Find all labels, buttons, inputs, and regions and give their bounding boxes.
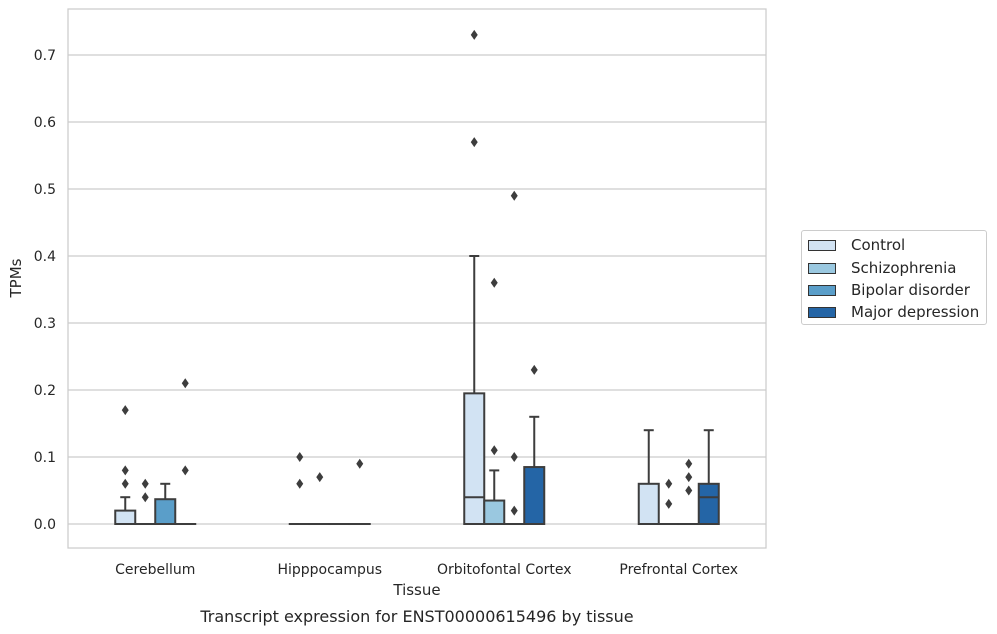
box [483, 499, 506, 525]
box-hipppocampus-major-depression [348, 458, 371, 526]
box-hipppocampus-control [288, 452, 311, 526]
legend-swatch-control [808, 239, 836, 251]
outlier-point [685, 472, 693, 483]
y-tick-label: 0.7 [34, 48, 56, 64]
box [637, 482, 660, 525]
x-tick-label: Cerebellum [115, 562, 195, 578]
outlier-point [470, 29, 478, 40]
x-tick-label: Hipppocampus [277, 562, 382, 578]
y-tick-label: 0.2 [34, 383, 56, 399]
outlier-point [665, 478, 673, 489]
plot-area [67, 8, 767, 549]
outlier-point [141, 478, 149, 489]
legend-label-control: Control [851, 236, 906, 254]
y-tick-label: 0.6 [34, 115, 56, 131]
legend-swatch-major-depression [808, 306, 836, 318]
outlier-point [685, 458, 693, 469]
x-axis-label: Tissue [392, 581, 440, 599]
box-cerebellum-bipolar-disorder [154, 482, 177, 525]
outlier-point [490, 445, 498, 456]
outlier-point [121, 478, 129, 489]
y-tick-label: 0.5 [34, 182, 56, 198]
outlier-point [141, 492, 149, 503]
outlier-point [510, 452, 518, 462]
chart-title: Transcript expression for ENST0000061549… [199, 607, 633, 626]
outlier-point [685, 485, 693, 496]
box-prefrontal-cortex-major-depression [697, 429, 720, 525]
legend-label-bipolar-disorder: Bipolar disorder [851, 281, 970, 299]
box [114, 509, 137, 526]
legend-swatch-schizophrenia [808, 262, 836, 274]
box-orbitofontal-cortex-schizophrenia [483, 277, 506, 525]
legend-label-major-depression: Major depression [851, 303, 980, 321]
box-orbitofontal-cortex-major-depression [523, 364, 546, 525]
x-tick-label: Prefrontal Cortex [619, 562, 738, 578]
box-prefrontal-cortex-control [637, 429, 660, 525]
outlier-point [121, 405, 129, 416]
y-tick-label: 0.4 [34, 249, 56, 265]
y-tick-label: 0.1 [34, 450, 56, 466]
y-tick-labels: 0.0 0.1 0.2 0.3 0.4 0.5 0.6 0.7 [34, 48, 56, 533]
outlier-point [356, 458, 364, 469]
outlier-point [490, 277, 498, 288]
x-tick-labels: Cerebellum Hipppocampus Orbitofontal Corte… [115, 562, 738, 578]
y-tick-label: 0.0 [34, 517, 56, 533]
legend-label-schizophrenia: Schizophrenia [851, 259, 957, 277]
box-cerebellum-control [114, 405, 137, 526]
y-tick-label: 0.3 [34, 316, 56, 332]
outlier-point [121, 465, 129, 476]
outlier-point [530, 364, 538, 375]
box [523, 466, 546, 525]
box-prefrontal-cortex-bipolar-disorder [677, 458, 700, 526]
outlier-point [181, 378, 189, 389]
box [154, 498, 177, 525]
box [697, 482, 720, 525]
legend-item-major-depression: Major depression [808, 302, 979, 322]
outlier-point [510, 190, 518, 201]
box-cerebellum-major-depression [174, 378, 197, 526]
box [463, 392, 486, 525]
outlier-point [316, 472, 324, 483]
legend-item-bipolar-disorder: Bipolar disorder [808, 280, 970, 300]
outlier-point [181, 465, 189, 476]
legend-item-schizophrenia: Schizophrenia [808, 258, 956, 278]
legend-swatch-bipolar-disorder [808, 284, 836, 296]
box-groups [114, 29, 720, 526]
box-cerebellum-schizophrenia [134, 478, 157, 526]
legend-item-control: Control [808, 235, 905, 255]
legend: Control Schizophrenia Bipolar disorder M… [801, 230, 987, 325]
outlier-point [665, 498, 673, 509]
outlier-point [296, 452, 304, 462]
y-axis-label: TPMs [7, 258, 25, 298]
outlier-point [510, 505, 518, 516]
outlier-point [296, 478, 304, 489]
box-orbitofontal-cortex-control [463, 29, 486, 525]
outlier-point [470, 137, 478, 148]
x-tick-label: Orbitofontal Cortex [437, 562, 572, 578]
